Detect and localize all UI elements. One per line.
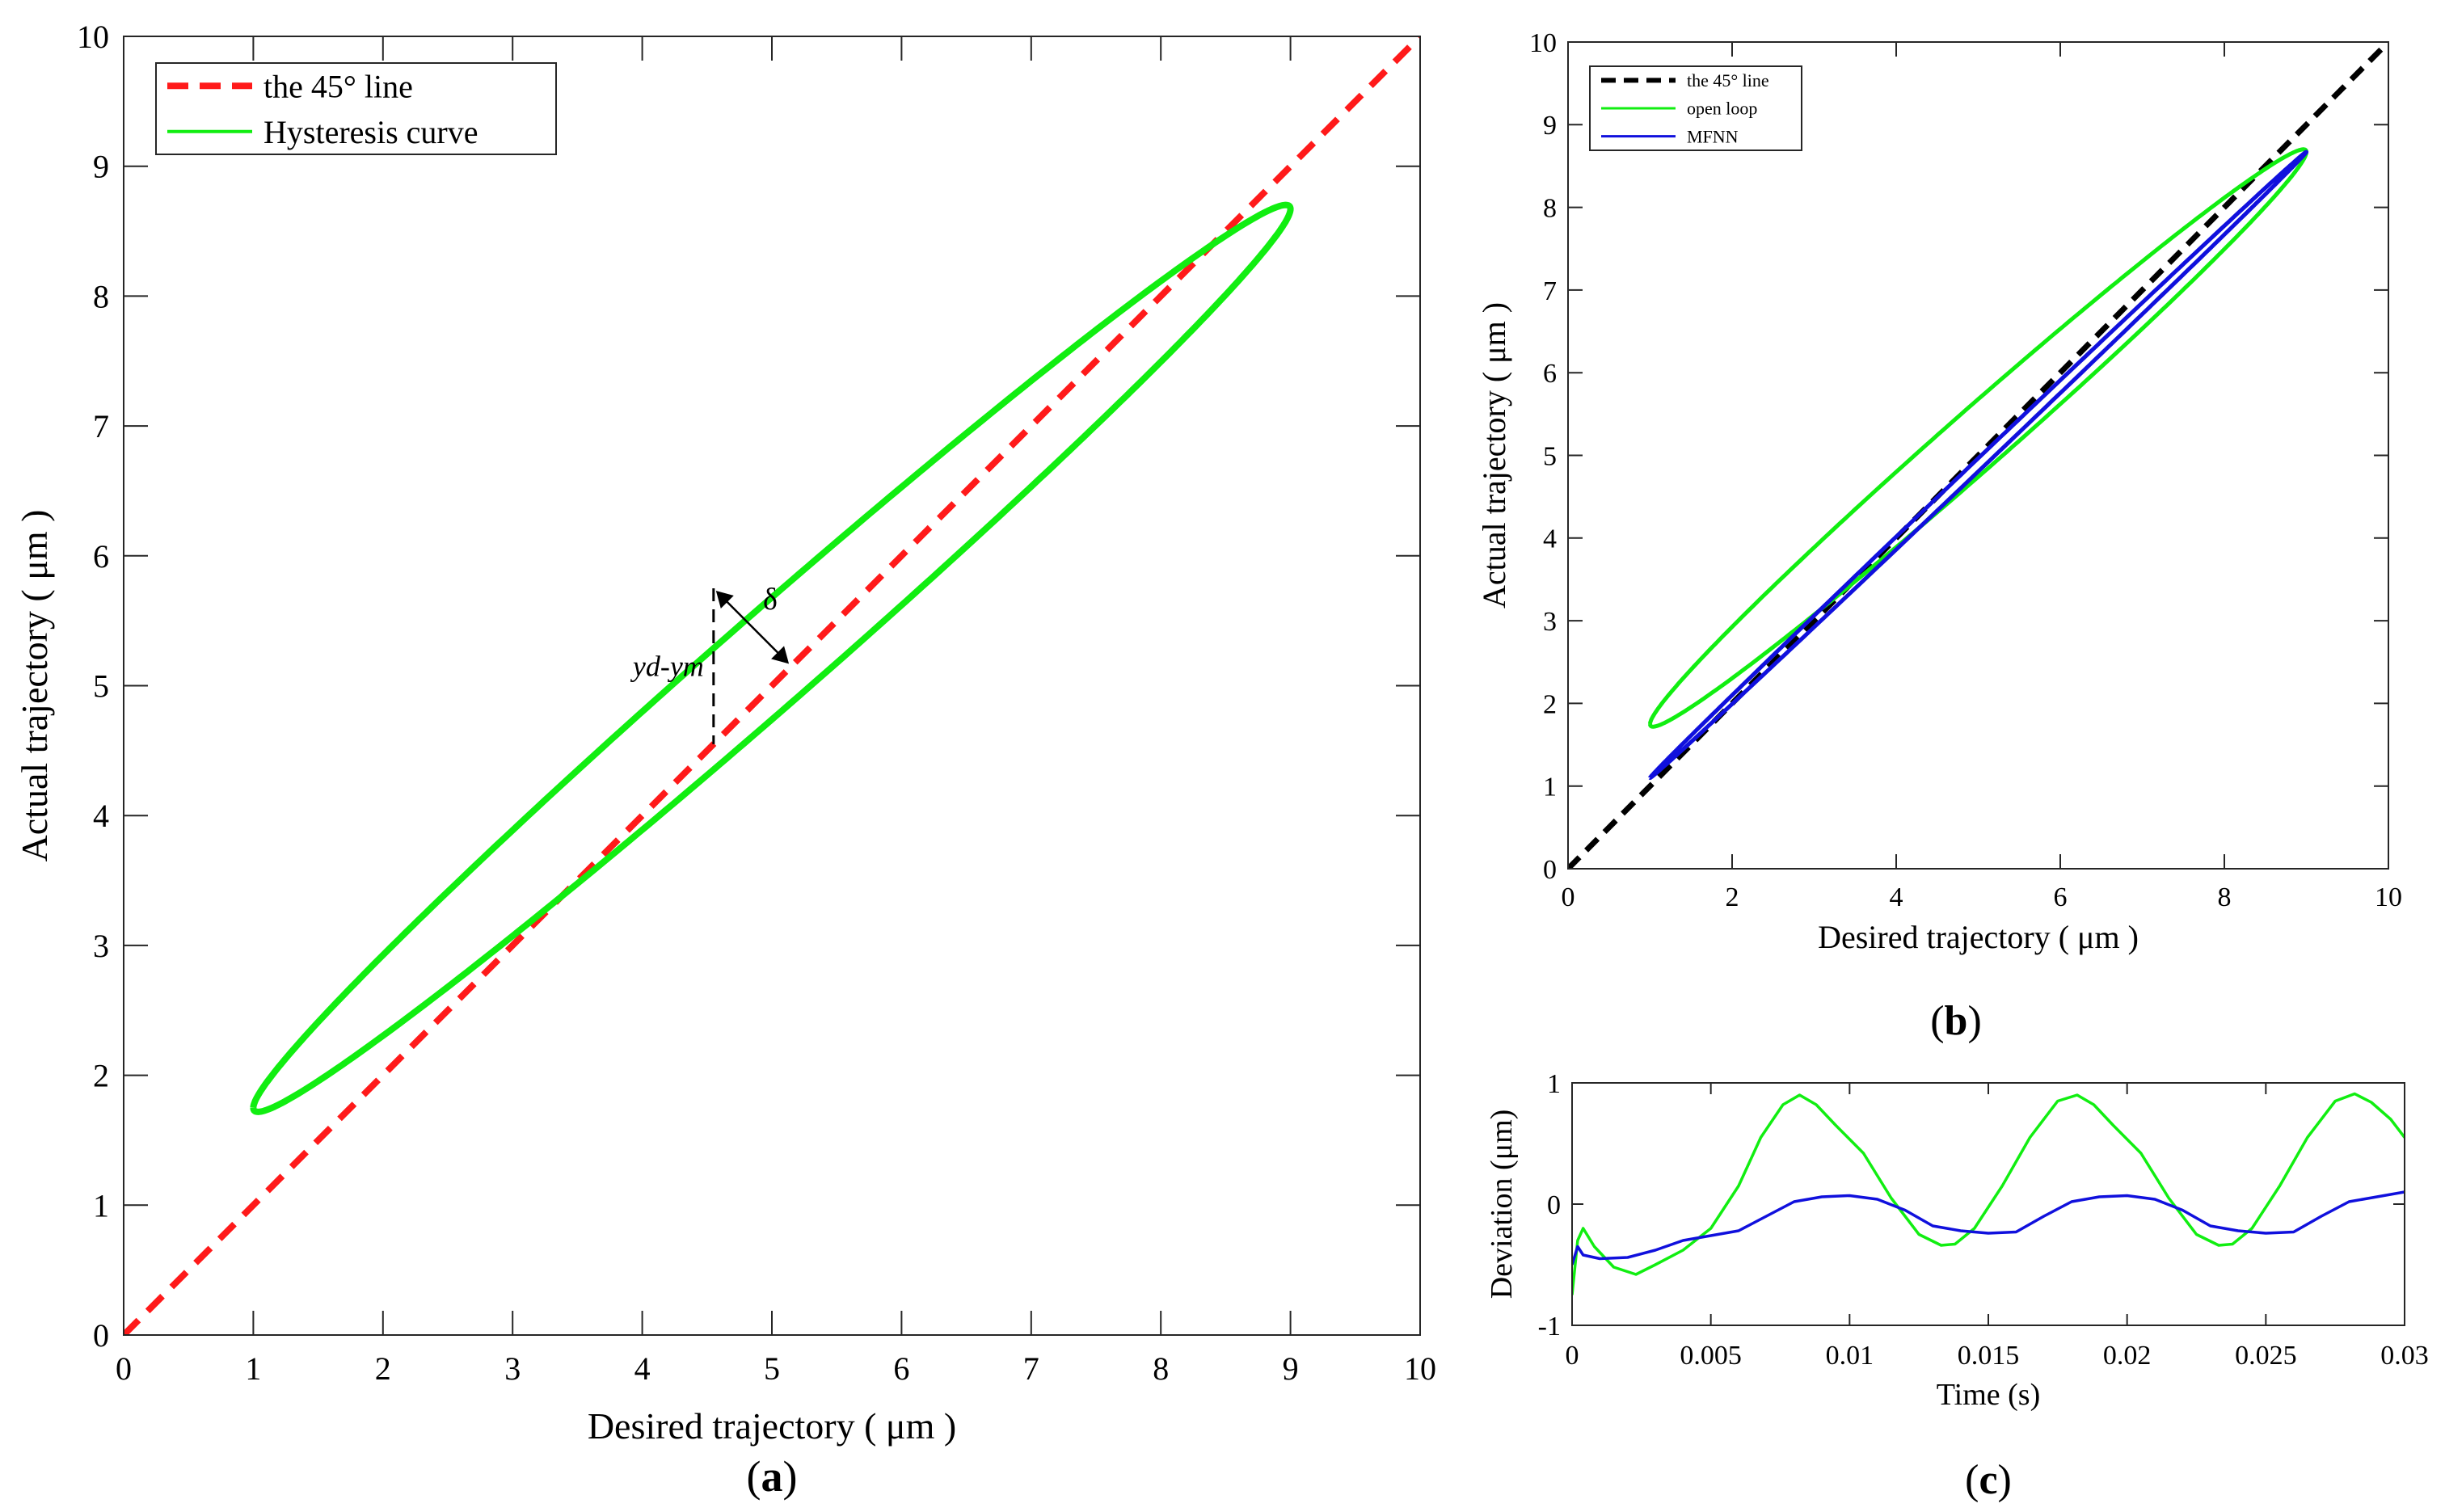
- plot-background: [1572, 1083, 2405, 1325]
- x-axis-label: Desired trajectory ( μm ): [1818, 919, 2139, 955]
- x-axis-label: Time (s): [1937, 1378, 2040, 1412]
- y-tick-label: 1: [93, 1187, 109, 1223]
- series-group: [1572, 1092, 2405, 1295]
- x-tick-label: 5: [764, 1350, 780, 1387]
- y-tick-label: 3: [93, 928, 109, 964]
- y-tick-label: -1: [1538, 1312, 1561, 1341]
- panel-label: (b): [1930, 998, 1982, 1044]
- y-tick-label: 9: [93, 149, 109, 185]
- x-tick-label: 8: [2218, 882, 2232, 912]
- panel-label: (c): [1965, 1457, 2012, 1503]
- x-tick-label: 1: [245, 1350, 261, 1387]
- x-tick-label: 6: [2054, 882, 2068, 912]
- y-tick-label: 0: [93, 1317, 109, 1354]
- x-tick-label: 0.02: [2103, 1341, 2152, 1371]
- legend-entry: Hysteresis curve: [263, 114, 478, 150]
- y-tick-label: 7: [93, 408, 109, 444]
- x-tick-label: 7: [1023, 1350, 1039, 1387]
- y-tick-label: 5: [1543, 441, 1557, 471]
- chart-a: 0 1 2 3 4 5 6 7 8 9 10 0 1 2 3 4 5 6 7 8 9 10 Desired trajecto…: [14, 19, 1436, 1501]
- x-tick-label: 4: [634, 1350, 651, 1387]
- delta-label: δ: [763, 583, 778, 617]
- x-tick-label: 0: [116, 1350, 132, 1387]
- series-line-mfnn: [1572, 1190, 2405, 1266]
- x-tick-label: 4: [1890, 882, 1903, 912]
- x-tick-label: 10: [1404, 1350, 1436, 1387]
- series-line-mfnn: [1648, 150, 2308, 781]
- y-tick-label: 8: [93, 278, 109, 314]
- y-tick-label: 7: [1543, 276, 1557, 306]
- y-tick-label: 1: [1547, 1069, 1561, 1099]
- y-tick-label: 10: [77, 19, 109, 55]
- series-line-hysteresis-curve: [250, 201, 1294, 1115]
- series-line-open-loop: [1572, 1092, 2405, 1295]
- y-tick-label: 4: [93, 798, 109, 834]
- x-tick-label: 10: [2375, 882, 2402, 912]
- y-tick-label: 10: [1529, 28, 1557, 58]
- x-tick-label: 0.005: [1680, 1341, 1742, 1371]
- delta-arrowhead-bottom: [771, 646, 790, 664]
- x-tick-label: 2: [1726, 882, 1739, 912]
- y-tick-label: 8: [1543, 194, 1557, 224]
- x-tick-label: 0: [1566, 1341, 1579, 1371]
- panel-label: (a): [747, 1452, 798, 1501]
- x-tick-label: 3: [504, 1350, 521, 1387]
- y-axis-label: Actual trajectory ( μm ): [14, 510, 55, 862]
- chart-b: 0 2 4 6 8 10 0 1 2 3 4 5 6 7 8 9 10 Desired trajectory ( …: [1476, 28, 2402, 1044]
- delta-arrow-line: [720, 596, 784, 659]
- y-tick-label: 4: [1543, 524, 1557, 554]
- x-tick-label: 6: [893, 1350, 909, 1387]
- y-axis-label: Deviation (μm): [1485, 1110, 1519, 1299]
- y-tick-label: 6: [93, 538, 109, 575]
- legend: the 45° line Hysteresis curve: [155, 62, 557, 155]
- legend-entry: the 45° line: [1687, 70, 1769, 91]
- deviation-label: yd-ym: [630, 650, 704, 682]
- x-axis-label: Desired trajectory ( μm ): [588, 1405, 956, 1447]
- legend-entry: the 45° line: [263, 68, 413, 104]
- x-tick-label: 0.015: [1958, 1341, 2020, 1371]
- y-tick-label: 6: [1543, 359, 1557, 389]
- x-tick-label: 8: [1153, 1350, 1169, 1387]
- legend: the 45° line open loop MFNN: [1589, 65, 1802, 151]
- y-tick-label: 2: [93, 1058, 109, 1094]
- series-group: [1568, 42, 2388, 869]
- annotation-group: δ yd-ym: [630, 583, 790, 744]
- x-tick-label: 9: [1283, 1350, 1299, 1387]
- delta-arrowhead-top: [715, 590, 734, 609]
- series-group: [124, 36, 1420, 1335]
- x-tick-label: 0.025: [2235, 1341, 2297, 1371]
- y-axis-label: Actual trajectory ( μm ): [1476, 302, 1512, 609]
- legend-box: [155, 62, 557, 155]
- y-tick-label: 3: [1543, 607, 1557, 637]
- x-tick-label: 0.01: [1826, 1341, 1874, 1371]
- x-tick-label: 0.03: [2380, 1341, 2429, 1371]
- y-tick-label: 5: [93, 668, 109, 705]
- legend-entry: open loop: [1687, 99, 1757, 119]
- x-tick-label: 0: [1562, 882, 1575, 912]
- y-tick-label: 0: [1543, 855, 1557, 885]
- x-tick-label: 2: [375, 1350, 391, 1387]
- legend-entry: MFNN: [1687, 126, 1739, 146]
- y-tick-label: 2: [1543, 689, 1557, 719]
- y-tick-label: 0: [1547, 1190, 1561, 1220]
- y-tick-label: 1: [1543, 773, 1557, 802]
- y-tick-label: 9: [1543, 111, 1557, 141]
